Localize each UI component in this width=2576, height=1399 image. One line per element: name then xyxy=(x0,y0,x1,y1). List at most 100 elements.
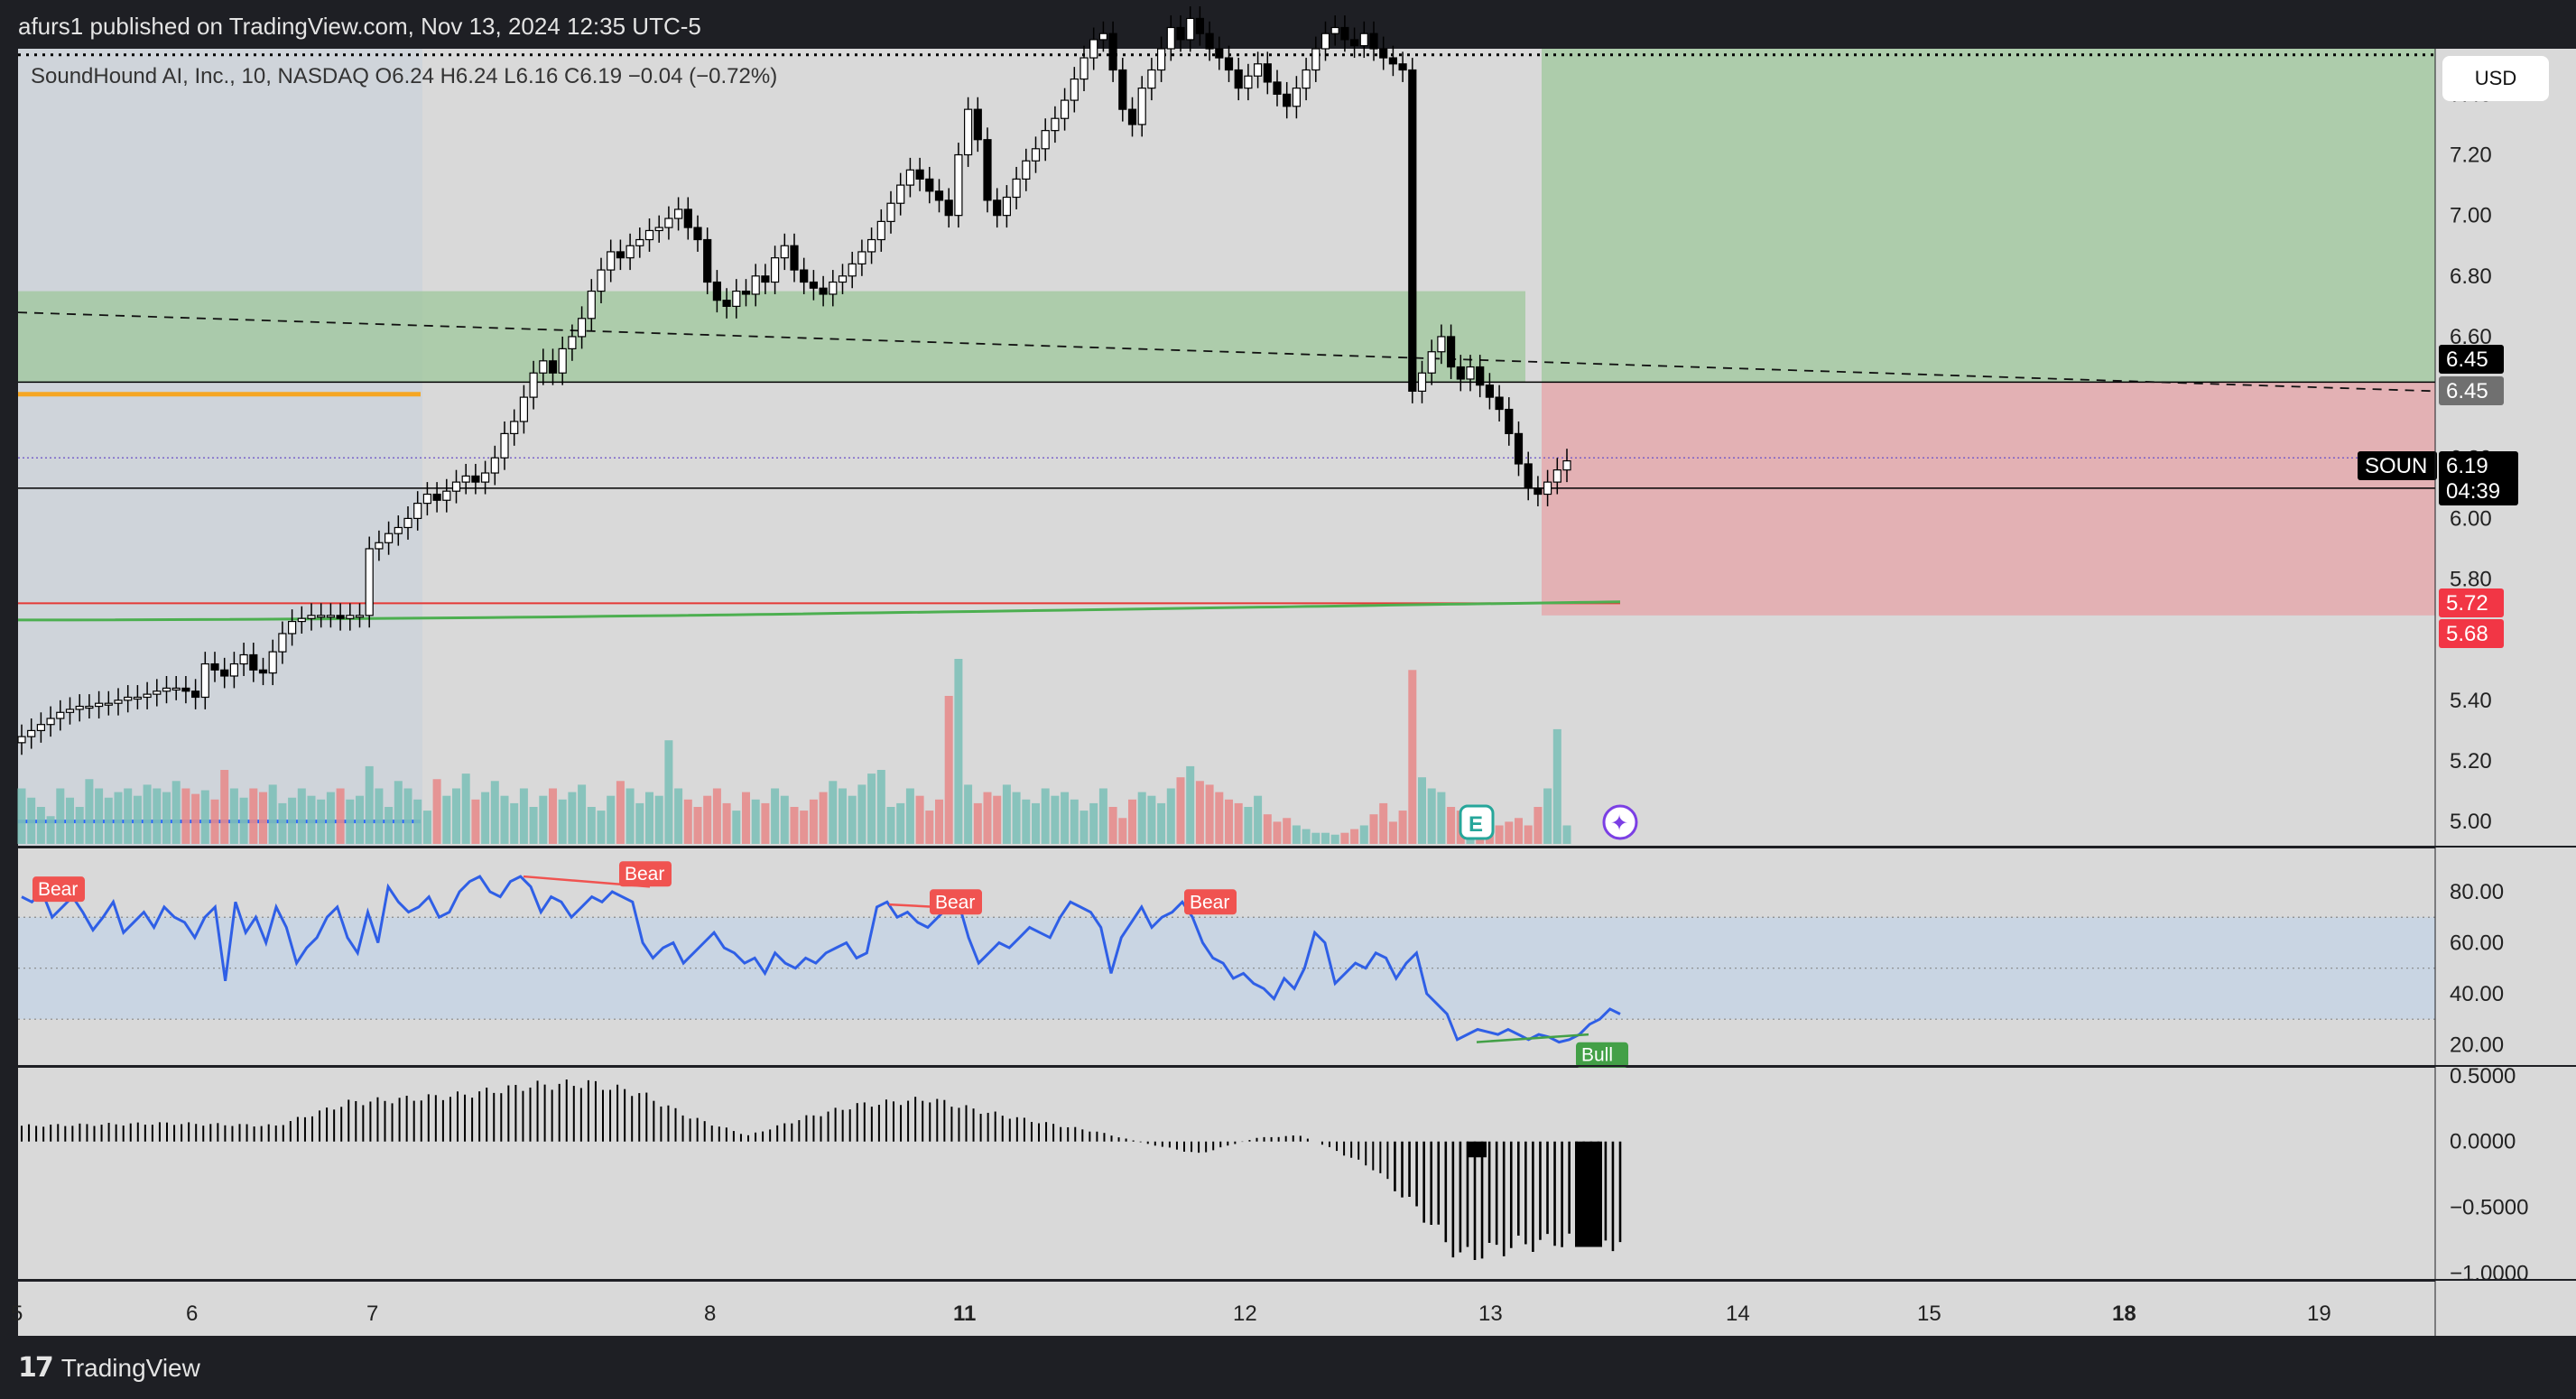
volume-bar xyxy=(66,797,74,844)
volume-bar xyxy=(1418,777,1426,844)
volume-bar xyxy=(1330,834,1339,844)
candle-body xyxy=(365,548,374,616)
volume-bar xyxy=(385,807,394,844)
volume-bar xyxy=(635,802,644,844)
volume-bar xyxy=(1205,784,1214,844)
candle-body xyxy=(693,227,702,241)
candle-body xyxy=(229,662,238,677)
volume-bar xyxy=(896,802,905,844)
volume-bar xyxy=(481,792,490,844)
entry-price-label: 6.45 xyxy=(2446,347,2488,372)
time-tick-label: 7 xyxy=(366,1302,378,1326)
loss-zone xyxy=(1542,382,2435,616)
price-tick-label: 6.80 xyxy=(2450,264,2492,289)
entry-price-label-gray: 6.45 xyxy=(2446,379,2488,403)
candle-body xyxy=(220,669,229,677)
last-price-label-bg xyxy=(2439,451,2518,480)
tradingview-logo[interactable]: 17 TradingView xyxy=(18,1352,200,1384)
candle-body xyxy=(326,615,335,618)
candle-body xyxy=(1002,196,1012,217)
candle-body xyxy=(644,229,654,241)
volume-bar xyxy=(886,807,895,844)
candle-body xyxy=(770,257,780,283)
candle-body xyxy=(539,360,548,374)
volume-bar xyxy=(268,784,277,844)
volume-bar xyxy=(1447,807,1456,844)
volume-bar xyxy=(36,807,45,844)
footer-brand-label: TradingView xyxy=(60,1353,200,1382)
volume-bar xyxy=(964,784,973,844)
volume-bar xyxy=(1543,788,1552,844)
candle-body xyxy=(519,396,529,422)
candle-body xyxy=(297,617,306,623)
volume-bar xyxy=(568,792,577,844)
volume-bar xyxy=(1263,814,1272,844)
candle-body xyxy=(1224,57,1234,71)
volume-bar xyxy=(181,788,190,844)
bar-countdown-label-bg xyxy=(2439,477,2518,505)
candle-body xyxy=(27,729,36,737)
volume-bar xyxy=(587,807,596,844)
histogram-tick-label: 0.0000 xyxy=(2450,1130,2516,1154)
volume-bar xyxy=(1051,795,1060,844)
divergence-line xyxy=(1476,1033,1589,1043)
volume-bar xyxy=(857,784,866,844)
candle-body xyxy=(114,700,123,704)
volume-bar xyxy=(905,788,914,844)
candle-body xyxy=(162,687,171,692)
candle-body xyxy=(983,139,992,201)
bar-countdown-label: 04:39 xyxy=(2446,479,2500,504)
volume-bar xyxy=(597,811,606,844)
volume-bar xyxy=(346,799,355,844)
volume-bar xyxy=(220,770,229,844)
candle-body xyxy=(1070,78,1079,101)
candle-body xyxy=(442,490,451,501)
volume-bar xyxy=(712,788,721,844)
candle-body xyxy=(625,245,635,259)
candle-body xyxy=(886,202,895,222)
candle-body xyxy=(1127,108,1137,125)
volume-bar xyxy=(114,792,123,844)
volume-bar xyxy=(17,788,26,844)
bear-label-bg xyxy=(930,889,982,915)
volume-bar xyxy=(95,788,104,844)
volume-bar xyxy=(422,811,431,844)
volume-bar xyxy=(1495,825,1504,844)
volume-bar xyxy=(645,792,653,844)
volume-bar xyxy=(278,802,287,844)
volume-bar xyxy=(1128,799,1136,844)
profit-zone-right xyxy=(1542,49,2435,383)
candle-body xyxy=(809,281,819,289)
candle-body xyxy=(1283,93,1292,107)
candle-body xyxy=(394,526,403,534)
volume-bar xyxy=(876,770,885,844)
candle-body xyxy=(1166,26,1175,50)
volume-bar xyxy=(1388,821,1397,844)
candle-body xyxy=(1534,487,1543,496)
candle-body xyxy=(577,318,587,338)
bull-label-bg xyxy=(1576,1042,1628,1068)
candle-body xyxy=(1022,160,1031,180)
candle-body xyxy=(1552,469,1561,483)
volume-bar xyxy=(365,765,374,844)
candle-body xyxy=(94,702,104,708)
volume-bar xyxy=(761,802,770,844)
candle-body xyxy=(1147,69,1156,89)
candle-body xyxy=(616,251,625,259)
premarket-shade xyxy=(18,49,422,846)
volume-bar xyxy=(578,784,587,844)
candle-body xyxy=(413,503,422,519)
volume-bar xyxy=(85,779,94,844)
volume-bar xyxy=(1515,818,1523,844)
volume-bar xyxy=(1244,807,1253,844)
candle-body xyxy=(1041,130,1050,150)
candle-body xyxy=(17,736,26,744)
rsi-tick-label: 40.00 xyxy=(2450,982,2504,1006)
candle-body xyxy=(607,251,616,271)
volume-bar xyxy=(1118,818,1127,844)
ema-line xyxy=(17,600,1621,622)
currency-button[interactable]: USD xyxy=(2442,56,2549,101)
time-tick-label: 14 xyxy=(1726,1302,1750,1326)
volume-bar xyxy=(432,779,441,844)
candle-body xyxy=(800,269,809,283)
